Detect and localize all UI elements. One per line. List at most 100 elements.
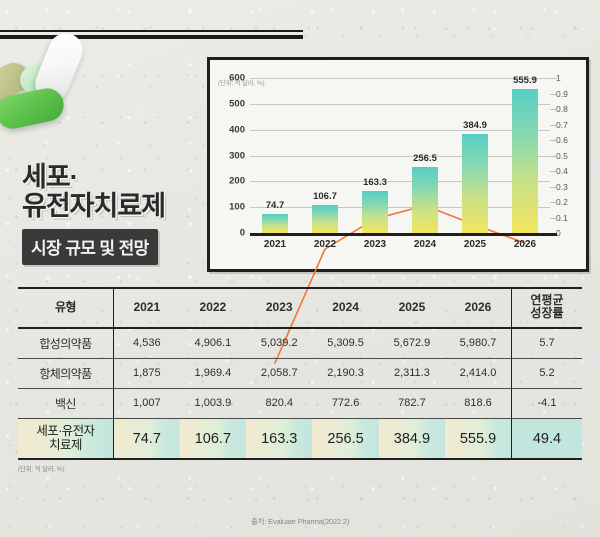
table-unit-note: (단위: 억 달러, %)	[18, 466, 65, 474]
bar-column-2022[interactable]: 106.7 2022	[300, 78, 350, 250]
y2-tick-stub-0.7	[550, 124, 557, 126]
bar-column-2026[interactable]: 555.9 2026	[500, 75, 550, 250]
y-axis-tick-100: 100	[229, 201, 245, 213]
market-data-table: 유형 2021 2022 2023 2024 2025 2026 연평균 성장률…	[18, 287, 582, 460]
y-axis-tick-200: 200	[229, 175, 245, 187]
y2-tick-stub-0.8	[550, 109, 557, 110]
data-table-container: 유형 2021 2022 2023 2024 2025 2026 연평균 성장률…	[18, 287, 582, 473]
table-cell-2021: 1,875	[133, 367, 161, 380]
y2-axis-tick-0.2: 0.2	[556, 197, 568, 207]
table-cell-2022: 106.7	[179, 418, 247, 460]
gridline-300	[250, 155, 550, 157]
table-cell-2023: 5,039.2	[260, 337, 298, 350]
bar-value-label-2021: 74.7	[265, 199, 285, 211]
table-cell-2026: 555.9	[445, 418, 512, 460]
y2-tick-stub-0	[550, 233, 557, 236]
column-header-type: 유형	[18, 288, 114, 328]
table-cell-2021: 4,536	[133, 337, 161, 350]
title-line-2: 유전자치료제	[22, 191, 166, 222]
table-cell-2025: 384.9	[378, 418, 446, 460]
y2-tick-stub-0.9	[550, 93, 557, 95]
page-title: 세포· 유전자치료제 시장 규모 및 전망	[22, 162, 222, 266]
table-head: 유형 2021 2022 2023 2024 2025 2026 연평균 성장률	[18, 288, 582, 328]
cagr-header-line-1: 연평균	[530, 293, 564, 307]
y-axis-tick-300: 300	[229, 150, 245, 161]
bar-2026[interactable]	[512, 89, 538, 233]
column-header-2022: 2022	[199, 299, 227, 314]
y2-axis-tick-0.4: 0.4	[556, 166, 568, 176]
cagr-header-line-2: 성장률	[530, 306, 564, 321]
table-cell-2026: 5,980.7	[459, 337, 497, 350]
column-header-2021: 2021	[133, 299, 161, 314]
table-cell-2025: 5,672.9	[393, 337, 431, 350]
row-label-line-1: 세포·유전자	[36, 423, 95, 438]
row-label: 항체의약품	[18, 358, 114, 389]
bar-column-2023[interactable]: 163.3 2023	[350, 78, 400, 250]
table-cell-2024: 772.6	[331, 397, 360, 410]
bar-column-2021[interactable]: 74.7 2021	[250, 78, 300, 250]
y2-tick-stub-0.1	[550, 217, 557, 219]
chart-unit-note: (단위: 억 달러, %)	[218, 80, 265, 87]
x-axis-tick-2021: 2021	[263, 239, 287, 250]
y-axis-tick-400: 400	[229, 124, 245, 136]
y2-tick-stub-0.5	[550, 155, 557, 157]
table-cell-2023: 2,058.7	[260, 367, 298, 380]
table-cell-2021: 1,007	[133, 397, 161, 410]
table-cell-2024: 5,309.5	[327, 337, 364, 350]
table-cell-2022: 1,969.4	[194, 367, 232, 380]
subtitle-badge: 시장 규모 및 전망	[22, 229, 158, 266]
source-credit: 출처: Evaluate Pharma(2022.2)	[250, 517, 350, 526]
table-cell-2024: 2,190.3	[327, 367, 364, 380]
table-cell-2022: 4,906.1	[194, 337, 232, 350]
top-divider-rule	[0, 30, 592, 40]
table-cell-2021: 74.7	[113, 418, 180, 460]
table-cell-cagr: -4.1	[510, 388, 582, 419]
table-cell-2026: 2,414.0	[459, 367, 497, 380]
x-axis-tick-2024: 2024	[413, 239, 437, 250]
bar-column-2025[interactable]: 384.9 2025	[450, 78, 500, 250]
gridline-200	[250, 181, 550, 183]
y2-tick-stub-0.3	[550, 186, 557, 188]
column-header-2025: 2025	[398, 299, 426, 314]
row-label-line-2: 치료제	[49, 437, 82, 452]
gridline-0	[250, 233, 550, 236]
y-axis-tick-600: 600	[229, 72, 245, 84]
table-cell-2023: 163.3	[246, 418, 313, 460]
table-cell-2022: 1,003.9	[194, 397, 232, 410]
chart-panel: (단위: 억 달러, %) 0 100 200 300 400 500 600 0 0.1 0.2…	[207, 57, 589, 272]
table-cell-2023: 820.4	[265, 397, 293, 410]
x-axis-tick-2025: 2025	[463, 239, 487, 250]
column-header-2024: 2024	[332, 299, 359, 314]
y2-tick-stub-0.4	[550, 171, 557, 172]
bar-2025[interactable]	[462, 133, 488, 233]
bar-2022[interactable]	[312, 205, 338, 233]
bar-column-2024[interactable]: 256.5 2024	[400, 78, 450, 250]
row-label: 세포·유전자 치료제	[18, 418, 114, 460]
column-header-2026: 2026	[464, 299, 492, 314]
table-cell-2025: 2,311.3	[393, 367, 430, 380]
bar-2021[interactable]	[262, 213, 288, 233]
y2-tick-stub-0.6	[550, 140, 557, 141]
bar-value-label-2022: 106.7	[313, 191, 337, 203]
bar-2024[interactable]	[412, 166, 438, 233]
pill-capsules-decoration	[0, 28, 127, 135]
y2-axis-tick-0.1: 0.1	[556, 212, 568, 223]
table-cell-2024: 256.5	[312, 418, 379, 460]
y2-axis-tick-0: 0	[556, 228, 561, 238]
table-cell-cagr: 49.4	[510, 418, 582, 460]
bar-value-label-2025: 384.9	[463, 119, 487, 131]
divider-line-lower	[0, 35, 303, 39]
title-line-1: 세포·	[22, 162, 79, 192]
y2-tick-stub-1	[550, 78, 557, 79]
table-body: 합성의약품 4,536 4,906.1 5,039.2 5,309.5 5,672.9 5,…	[18, 327, 582, 460]
table-cell-2026: 818.6	[464, 397, 492, 410]
table-row: 항체의약품 1,875 1,969.4 2,058.7 2,190.3 2,311.3 2,…	[18, 358, 582, 389]
x-axis-tick-2022: 2022	[313, 239, 337, 250]
y2-axis-tick-0.7: 0.7	[556, 119, 568, 130]
y2-axis-tick-0.6: 0.6	[556, 135, 568, 145]
row-label: 백신	[18, 388, 114, 419]
y2-axis-tick-0.8: 0.8	[556, 104, 568, 114]
bar-2023[interactable]	[362, 190, 388, 233]
divider-line-upper	[0, 30, 303, 32]
table-row: 세포·유전자 치료제 74.7 106.7 163.3 256.5 384.9 555.9 49…	[18, 418, 582, 460]
